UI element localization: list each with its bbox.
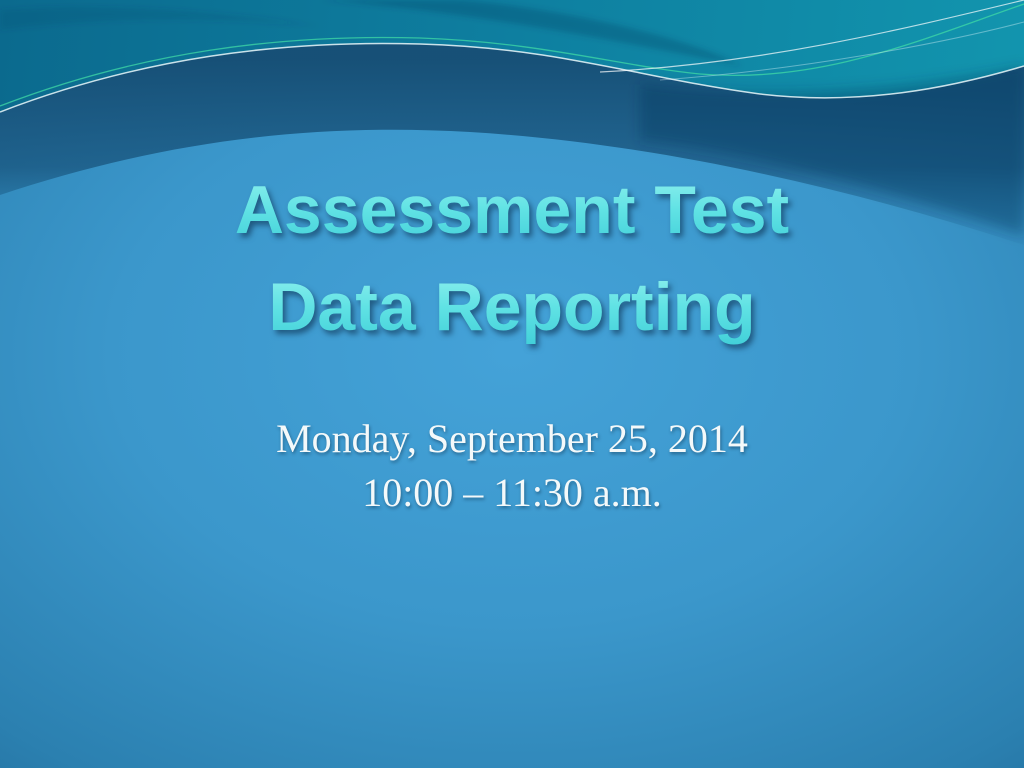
accent-line-green <box>0 3 1024 107</box>
accent-line-white-upper <box>599 0 1024 73</box>
subtitle-line-1: Monday, September 25, 2014 <box>276 416 748 461</box>
teal-inner-wave-left <box>0 7 320 30</box>
title-line-1: Assessment Test <box>234 172 790 248</box>
subtitle-line-2: 10:00 – 11:30 a.m. <box>362 470 662 515</box>
slide-subtitle: Monday, September 25, 2014 10:00 – 11:30… <box>0 412 1024 520</box>
accent-line-white-faint <box>659 21 1024 81</box>
teal-band-shape <box>0 0 1024 112</box>
teal-inner-wave <box>320 0 742 66</box>
title-line-2: Data Reporting <box>268 269 756 345</box>
slide-title: Assessment Test Data Reporting <box>0 162 1024 356</box>
accent-line-white-edge <box>0 42 1024 113</box>
